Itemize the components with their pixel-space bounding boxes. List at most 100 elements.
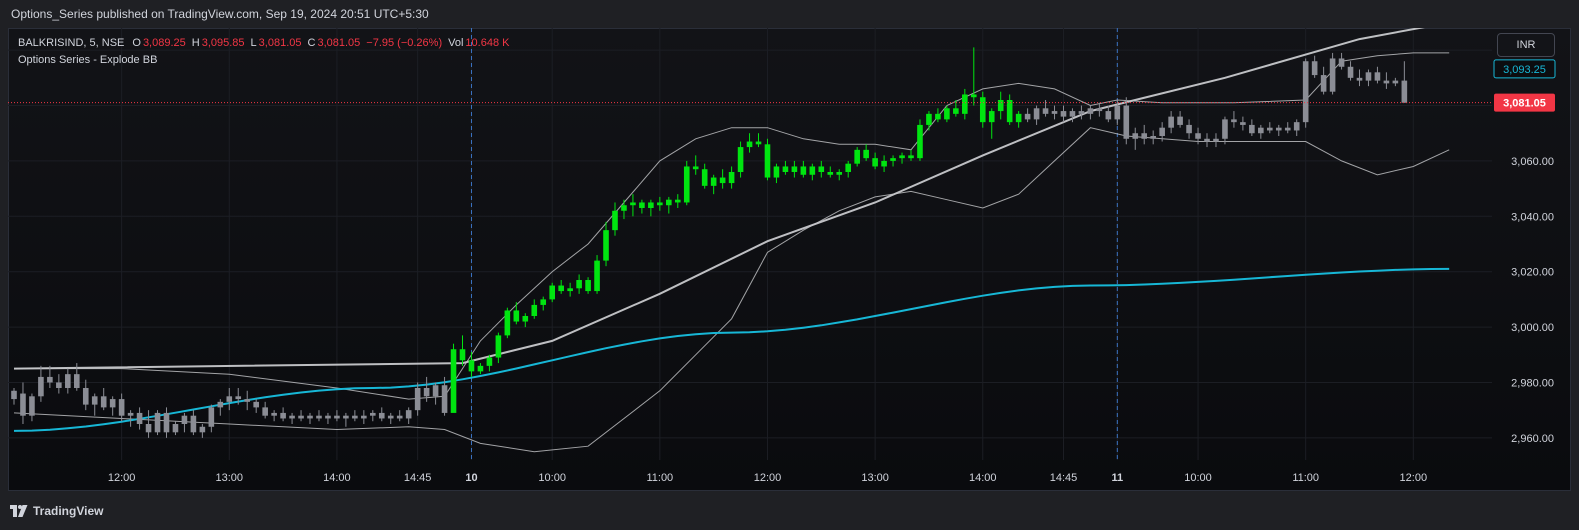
candle	[226, 388, 233, 411]
candle	[612, 202, 618, 236]
candle	[1338, 52, 1345, 70]
candle-body	[172, 424, 179, 433]
candle	[773, 163, 780, 184]
candle-body	[1392, 80, 1399, 84]
candle-body	[746, 141, 753, 148]
candle	[82, 379, 89, 411]
candle	[549, 282, 555, 303]
candle-body	[370, 412, 376, 416]
time-tick-label: 10:00	[1184, 472, 1212, 484]
candle-body	[657, 202, 663, 206]
candle-body	[908, 155, 914, 159]
candle-body	[11, 390, 17, 400]
day-separators	[470, 28, 1118, 460]
candle-body	[244, 399, 251, 402]
candle	[235, 388, 242, 405]
high-value: 3,095.85	[201, 37, 245, 49]
candle	[818, 160, 825, 178]
candle-body	[1401, 80, 1408, 103]
time-tick-label: 14:45	[404, 472, 432, 484]
candle-body	[1213, 138, 1219, 142]
candle-body	[1060, 111, 1067, 117]
candle	[127, 410, 134, 427]
candle-body	[683, 166, 690, 203]
candle-body	[387, 415, 394, 419]
currency-button[interactable]: INR	[1497, 33, 1555, 57]
candle	[1213, 133, 1219, 148]
candle-body	[621, 205, 627, 211]
open-value: 3,089.25	[142, 37, 186, 49]
indicator-name[interactable]: Options Series - Explode BB	[18, 54, 158, 66]
candle	[1006, 94, 1013, 125]
candle	[118, 393, 125, 422]
candle-body	[513, 310, 520, 322]
candle	[459, 335, 466, 366]
candle	[1150, 130, 1156, 145]
volume-label: Vol	[448, 37, 464, 49]
candle	[1042, 100, 1049, 117]
candle-body	[316, 415, 322, 419]
candle-body	[970, 94, 977, 98]
candle	[1159, 122, 1165, 142]
candle-body	[127, 412, 134, 416]
time-tick-label: 14:45	[1050, 472, 1078, 484]
candle	[38, 365, 44, 402]
moving-average	[13, 267, 1450, 432]
candle-body	[1006, 100, 1013, 123]
candle	[594, 255, 600, 294]
candle	[477, 363, 484, 375]
candle-body	[1078, 111, 1085, 114]
candle-body	[666, 199, 672, 206]
candle-body	[181, 415, 188, 424]
candle	[423, 376, 430, 402]
candle	[1284, 122, 1291, 134]
candle-body	[1204, 138, 1210, 142]
candle-body	[710, 177, 717, 186]
candle-body	[1222, 119, 1228, 139]
candle	[1114, 100, 1121, 125]
candle	[56, 374, 62, 394]
ma-line	[13, 267, 1450, 432]
candle	[630, 194, 636, 217]
candle	[29, 393, 35, 422]
candlestick-chart[interactable]: 3,100.003,080.003,060.003,040.003,020.00…	[8, 28, 1571, 491]
price-tick-label: 3,060.00	[1511, 156, 1554, 168]
candle-body	[818, 166, 825, 172]
open-label: O	[132, 37, 141, 49]
candle	[504, 307, 511, 339]
candle	[145, 410, 152, 438]
candle	[1132, 127, 1139, 150]
time-tick-label: 11:00	[646, 472, 673, 484]
candle-body	[145, 424, 152, 433]
ohlc-row: BALKRISIND, 5, NSE O 3,089.25 H 3,095.85…	[18, 35, 515, 52]
candle-body	[1024, 113, 1031, 120]
price-tick-label: 2,980.00	[1511, 377, 1554, 389]
last-price-box	[1494, 93, 1555, 112]
candle-body	[935, 113, 941, 120]
candle	[1267, 122, 1273, 134]
candle-body	[262, 407, 268, 416]
candle	[370, 410, 376, 422]
candle-body	[226, 396, 233, 402]
candle-body	[334, 415, 340, 419]
tradingview-logo[interactable]: TradingView	[10, 504, 103, 518]
candle	[997, 91, 1004, 120]
candle-body	[836, 172, 843, 175]
candle-body	[612, 210, 618, 231]
candle	[728, 166, 735, 189]
candle	[719, 169, 726, 189]
candle	[1033, 105, 1040, 125]
candle	[1258, 124, 1264, 139]
candle-body	[845, 163, 852, 172]
tradingview-brand: TradingView	[33, 504, 104, 518]
candle-body	[674, 199, 681, 203]
candle	[154, 410, 161, 436]
candles	[11, 47, 1408, 438]
candle-body	[1141, 133, 1148, 139]
candle-body	[585, 280, 591, 292]
candle-body	[1069, 111, 1076, 117]
symbol-label[interactable]: BALKRISIND, 5, NSE	[18, 37, 125, 49]
low-value: 3,081.05	[258, 37, 302, 49]
candle-body	[979, 97, 986, 123]
candle	[800, 160, 807, 178]
